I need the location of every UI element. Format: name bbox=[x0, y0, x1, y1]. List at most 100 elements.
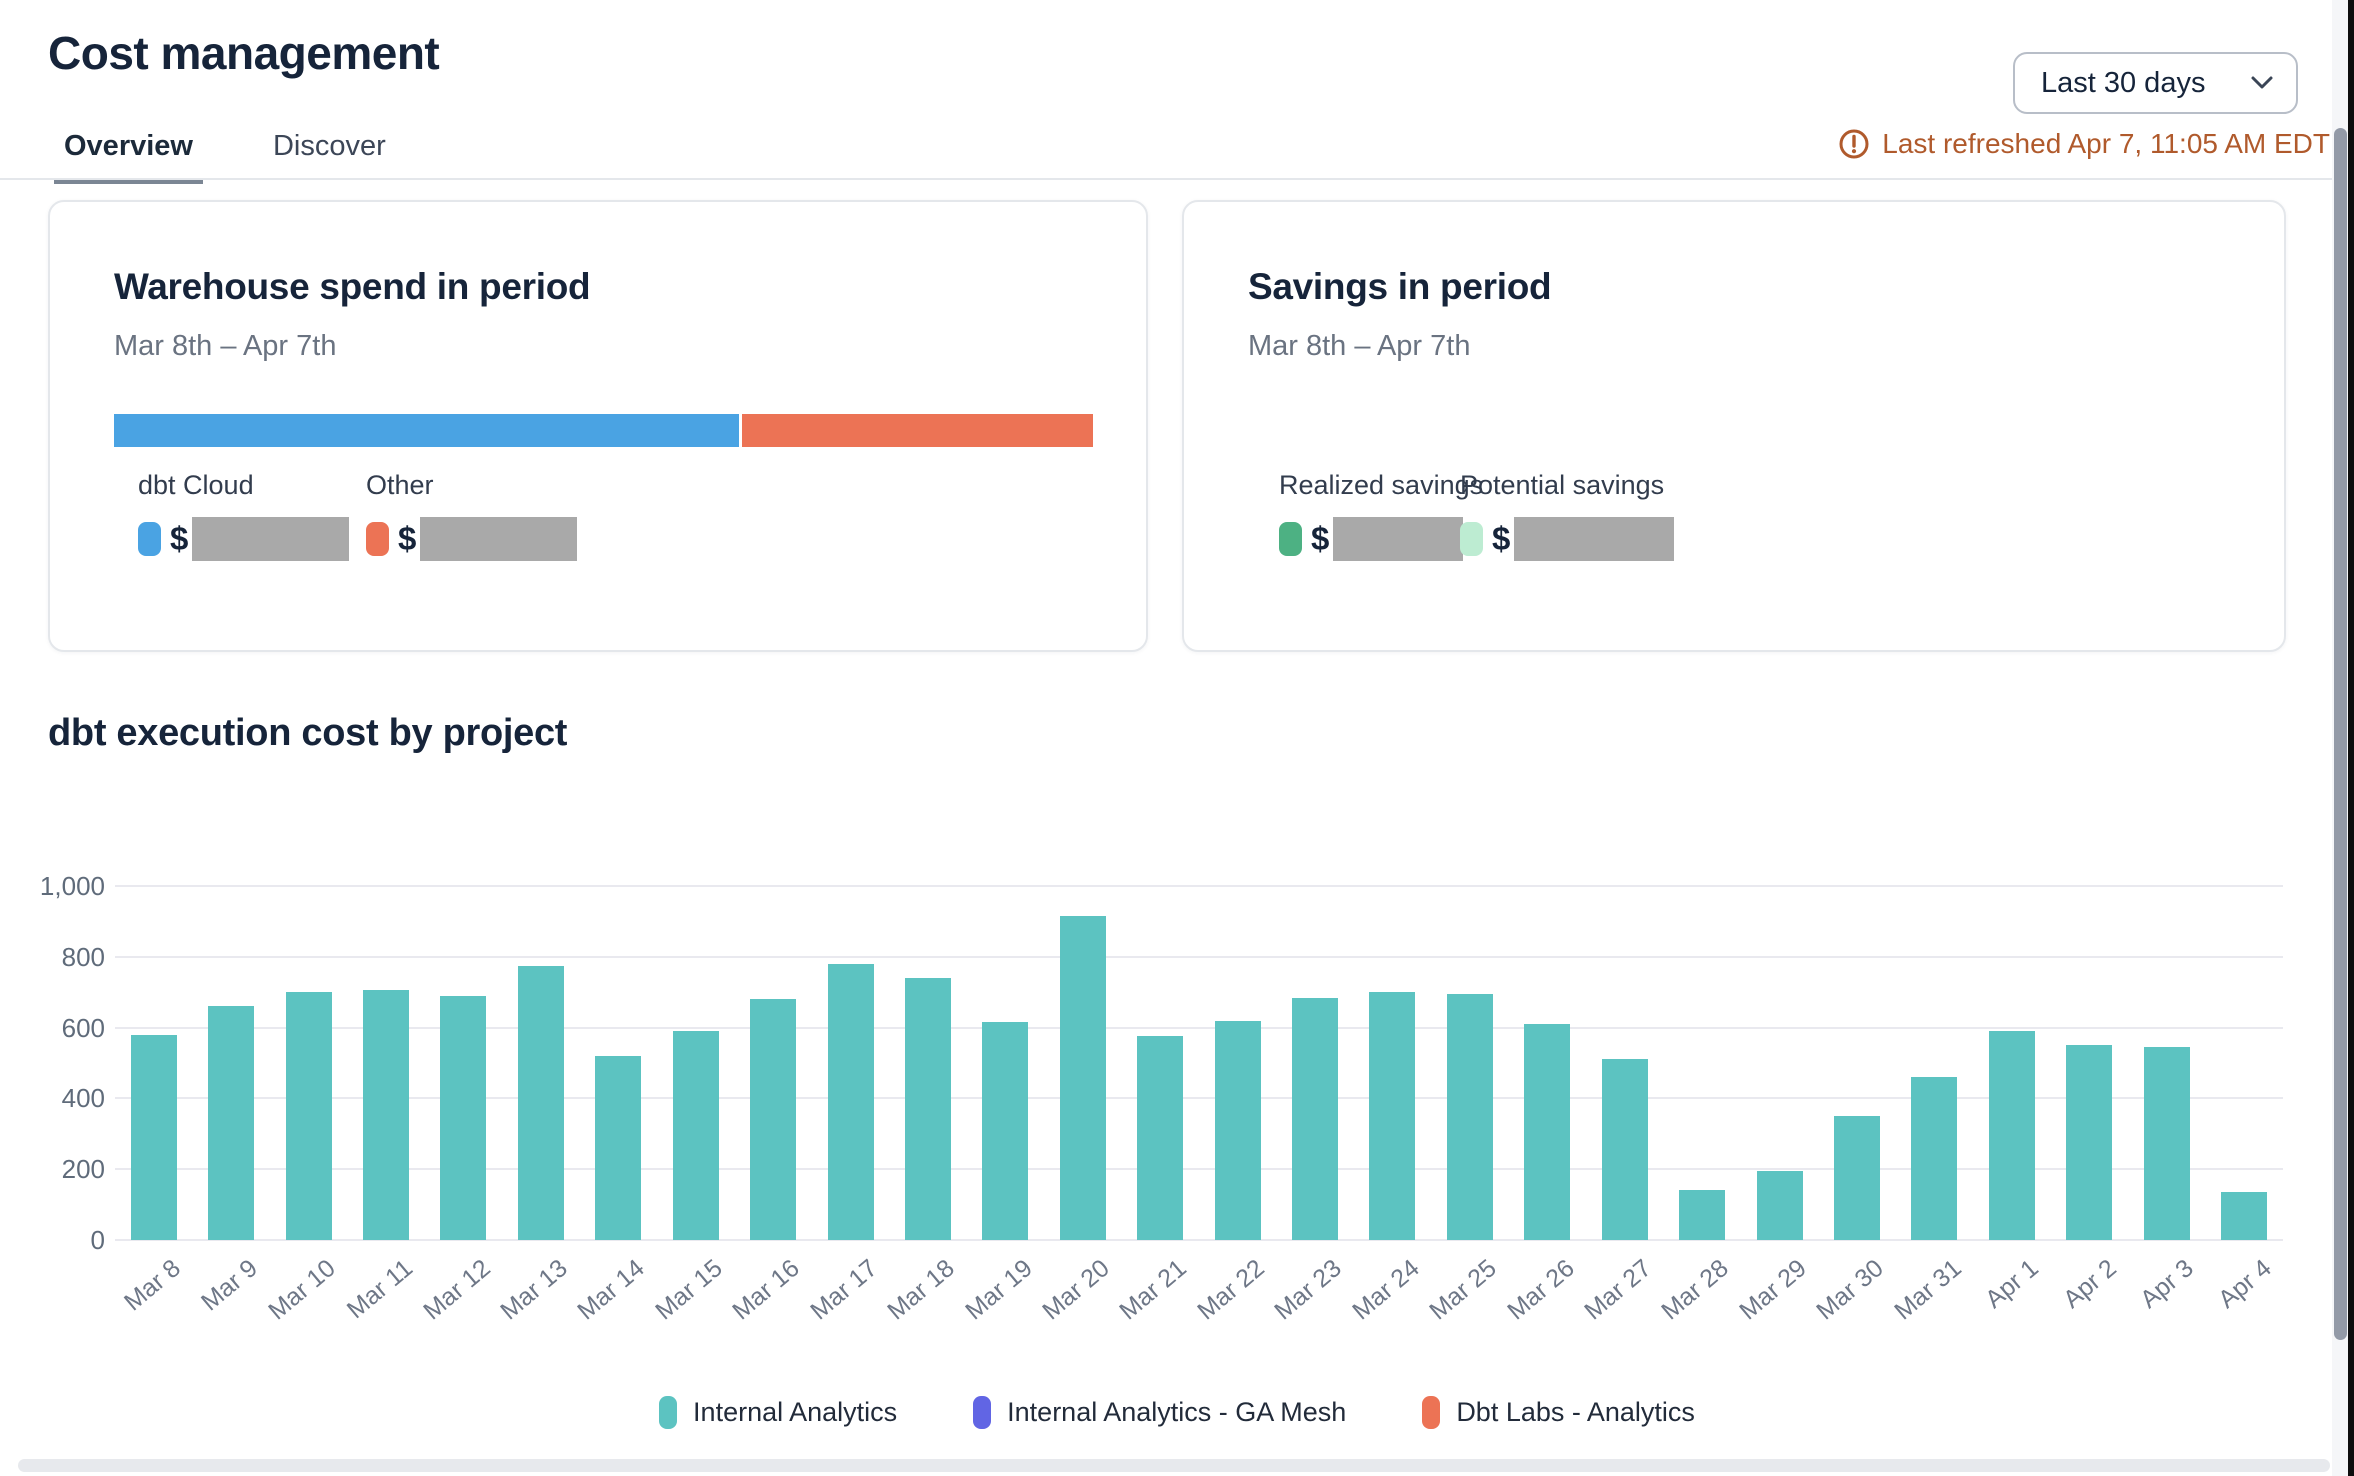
bar-mar-8[interactable] bbox=[130, 1035, 177, 1240]
bar-slot bbox=[1741, 886, 1818, 1240]
x-axis-tick-label: Mar 19 bbox=[959, 1254, 1038, 1326]
bar-apr-2[interactable] bbox=[2066, 1045, 2113, 1240]
tab-discover[interactable]: Discover bbox=[272, 130, 386, 162]
bar-mar-25[interactable] bbox=[1446, 994, 1493, 1240]
bar-mar-11[interactable] bbox=[362, 990, 409, 1240]
x-axis-tick-label: Mar 18 bbox=[882, 1254, 960, 1326]
last-refreshed-status: Last refreshed Apr 7, 11:05 AM EDT bbox=[1838, 128, 2330, 160]
bar-slot bbox=[1276, 886, 1353, 1240]
currency-symbol: $ bbox=[170, 520, 189, 557]
chart-title: dbt execution cost by project bbox=[48, 712, 568, 754]
date-range-dropdown[interactable]: Last 30 days bbox=[2013, 52, 2298, 114]
dbt-cloud-swatch bbox=[138, 522, 161, 556]
x-axis-tick-label: Mar 28 bbox=[1656, 1254, 1735, 1326]
legend-item[interactable]: Internal Analytics bbox=[659, 1396, 897, 1429]
bar-mar-31[interactable] bbox=[1911, 1077, 1958, 1240]
bar-slot bbox=[734, 886, 811, 1240]
bar-slot bbox=[889, 886, 966, 1240]
gridline bbox=[115, 1168, 2283, 1171]
warehouse-spend-card: Warehouse spend in period Mar 8th – Apr … bbox=[48, 200, 1148, 652]
spend-segment-dbt-cloud[interactable] bbox=[114, 414, 740, 447]
bar-slot bbox=[270, 886, 347, 1240]
realized-savings-swatch bbox=[1279, 522, 1302, 556]
bar-slot bbox=[1121, 886, 1198, 1240]
bar-mar-10[interactable] bbox=[285, 992, 332, 1240]
bar-slot bbox=[1973, 886, 2050, 1240]
bar-mar-9[interactable] bbox=[208, 1006, 255, 1240]
bar-slot bbox=[2205, 886, 2282, 1240]
bar-mar-20[interactable] bbox=[1059, 916, 1106, 1240]
bar-slot bbox=[657, 886, 734, 1240]
warning-icon bbox=[1839, 129, 1869, 159]
bar-mar-26[interactable] bbox=[1524, 1024, 1571, 1240]
vertical-scrollbar-thumb[interactable] bbox=[2334, 128, 2347, 1340]
bar-mar-24[interactable] bbox=[1369, 992, 1416, 1240]
x-axis-tick-label: Mar 21 bbox=[1114, 1254, 1193, 1326]
spend-segment-other[interactable] bbox=[742, 414, 1093, 447]
tab-overview[interactable]: Overview bbox=[54, 130, 203, 184]
legend-dbt-cloud-label: dbt Cloud bbox=[138, 470, 254, 500]
bar-mar-22[interactable] bbox=[1214, 1021, 1261, 1240]
page-title: Cost management bbox=[48, 27, 440, 79]
x-axis-tick-label: Mar 9 bbox=[196, 1254, 264, 1317]
legend-item[interactable]: Dbt Labs - Analytics bbox=[1422, 1396, 1695, 1429]
x-axis-tick-label: Apr 2 bbox=[2057, 1254, 2122, 1314]
bar-mar-23[interactable] bbox=[1292, 998, 1339, 1240]
x-axis-tick-label: Mar 24 bbox=[1346, 1254, 1425, 1326]
date-range-value: Last 30 days bbox=[2041, 66, 2206, 99]
bar-mar-29[interactable] bbox=[1756, 1171, 1803, 1240]
warehouse-card-date-range: Mar 8th – Apr 7th bbox=[114, 330, 337, 362]
bar-mar-27[interactable] bbox=[1601, 1059, 1648, 1240]
x-axis-tick-label: Mar 29 bbox=[1734, 1254, 1812, 1326]
x-axis-tick-label: Mar 8 bbox=[118, 1254, 186, 1317]
currency-symbol: $ bbox=[398, 520, 417, 557]
redacted-value bbox=[192, 517, 350, 561]
x-axis-tick-label: Mar 15 bbox=[650, 1254, 728, 1326]
y-axis-tick-label: 600 bbox=[61, 1012, 105, 1043]
bar-mar-13[interactable] bbox=[517, 966, 564, 1240]
gridline bbox=[115, 1026, 2283, 1029]
bar-mar-21[interactable] bbox=[1137, 1036, 1184, 1240]
bar-apr-4[interactable] bbox=[2221, 1192, 2268, 1240]
x-axis-tick-label: Mar 27 bbox=[1579, 1254, 1657, 1326]
x-axis-tick-label: Mar 23 bbox=[1269, 1254, 1348, 1326]
legend-item[interactable]: Internal Analytics - GA Mesh bbox=[973, 1396, 1346, 1429]
redacted-value bbox=[420, 517, 578, 561]
x-axis-tick-label: Mar 11 bbox=[341, 1254, 418, 1325]
bar-mar-16[interactable] bbox=[750, 999, 797, 1240]
x-axis-tick-label: Mar 31 bbox=[1888, 1254, 1967, 1326]
bar-mar-14[interactable] bbox=[595, 1056, 642, 1240]
warehouse-spend-stacked-bar bbox=[114, 414, 1094, 447]
x-axis-tick-label: Mar 22 bbox=[1192, 1254, 1270, 1326]
horizontal-scrollbar[interactable] bbox=[18, 1459, 2330, 1472]
bar-mar-30[interactable] bbox=[1833, 1116, 1880, 1240]
bar-mar-15[interactable] bbox=[672, 1031, 719, 1240]
x-axis-tick-label: Mar 16 bbox=[727, 1254, 806, 1326]
bar-slot bbox=[1896, 886, 1973, 1240]
savings-card-title: Savings in period bbox=[1248, 266, 1552, 307]
y-axis-tick-label: 800 bbox=[61, 941, 105, 972]
bar-slot bbox=[1818, 886, 1895, 1240]
chart-legend: Internal Analytics Internal Analytics - G… bbox=[0, 1396, 2354, 1429]
potential-savings-swatch bbox=[1460, 522, 1483, 556]
bar-apr-3[interactable] bbox=[2143, 1047, 2190, 1240]
bar-mar-19[interactable] bbox=[982, 1022, 1029, 1240]
bar-mar-18[interactable] bbox=[904, 978, 951, 1240]
bar-apr-1[interactable] bbox=[1988, 1031, 2035, 1240]
legend-label: Internal Analytics bbox=[693, 1397, 898, 1427]
bar-mar-12[interactable] bbox=[440, 996, 487, 1240]
x-axis-tick-label: Mar 20 bbox=[1037, 1254, 1115, 1326]
legend-label: Internal Analytics - GA Mesh bbox=[1007, 1397, 1347, 1427]
bar-slot bbox=[347, 886, 424, 1240]
legend-swatch bbox=[973, 1396, 992, 1429]
bar-slot bbox=[2128, 886, 2205, 1240]
bar-slot bbox=[192, 886, 269, 1240]
bar-mar-28[interactable] bbox=[1679, 1190, 1726, 1240]
realized-savings-label: Realized savings bbox=[1279, 470, 1484, 500]
bar-mar-17[interactable] bbox=[827, 964, 874, 1240]
redacted-value bbox=[1514, 517, 1675, 561]
x-axis-tick-label: Apr 3 bbox=[2135, 1254, 2199, 1314]
gridline bbox=[115, 955, 2283, 958]
gridline bbox=[115, 1239, 2283, 1241]
chart-plot: 0 200 400 600 800 1,000 bbox=[40, 871, 2283, 1255]
